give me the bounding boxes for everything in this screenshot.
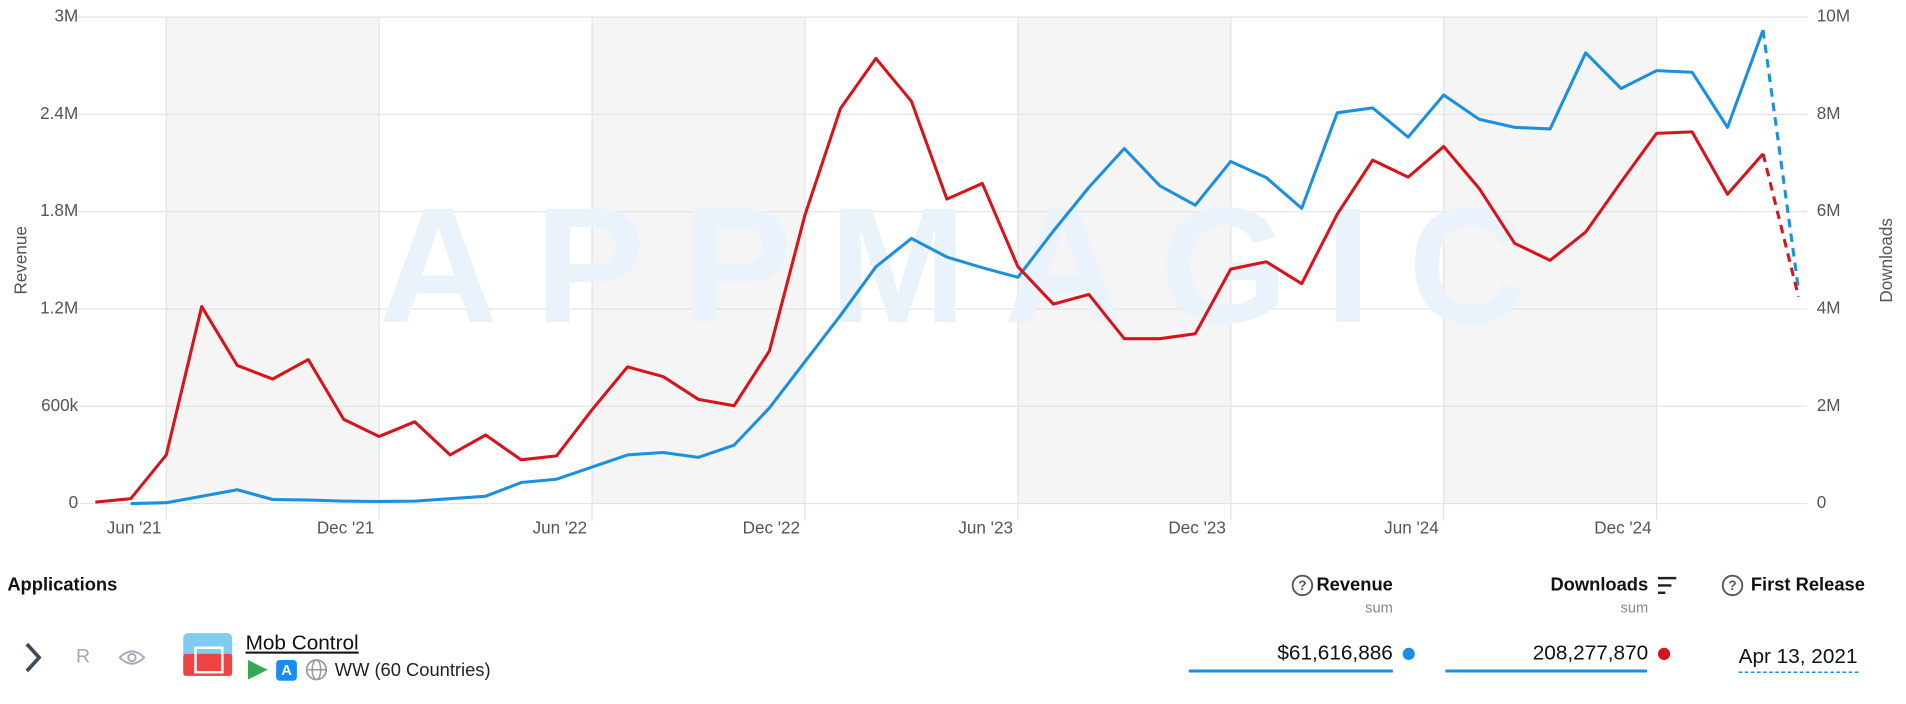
downloads-value: 208,277,870 (1533, 641, 1648, 664)
svg-text:?: ? (1298, 578, 1306, 593)
app-name[interactable]: Mob Control (246, 632, 359, 655)
y-tick-label: 0 (69, 493, 79, 512)
header-downloads[interactable]: Downloads (1550, 573, 1648, 594)
x-tick-label: Dec '24 (1594, 519, 1651, 538)
y-axis-title: Revenue (12, 226, 31, 294)
revenue-dot (1402, 647, 1415, 660)
line-series (95, 56, 1765, 504)
header-revenue[interactable]: Revenue (1316, 573, 1392, 594)
x-tick-label: Jun '21 (107, 519, 162, 538)
header-first-release[interactable]: First Release (1751, 573, 1865, 594)
header-downloads-sub: sum (1621, 601, 1649, 617)
band (1017, 17, 1231, 504)
y-tick-label: 3M (54, 7, 78, 26)
x-tick-label: Jun '24 (1384, 519, 1439, 538)
eye-icon[interactable] (118, 650, 146, 665)
svg-text:?: ? (1728, 578, 1736, 593)
y2-tick-label: 8M (1817, 104, 1841, 123)
line-series-partial (1761, 29, 1800, 290)
band (592, 17, 805, 504)
x-tick-label: Dec '23 (1168, 519, 1225, 538)
y-tick-label: 1.8M (40, 201, 78, 220)
plot-background (73, 16, 1808, 521)
line-series-partial (1761, 153, 1800, 298)
help-icon[interactable]: ? (1721, 574, 1744, 597)
x-tick-label: Jun '22 (533, 519, 588, 538)
y2-axis-title: Downloads (1877, 218, 1896, 303)
help-icon[interactable]: ? (1291, 574, 1314, 597)
y2-tick-label: 6M (1817, 201, 1841, 220)
y-tick-label: 1.2M (40, 298, 78, 317)
x-tick-label: Dec '22 (743, 519, 800, 538)
expand-chevron[interactable] (25, 642, 42, 673)
store-icons: A (248, 659, 328, 681)
y-tick-label: 2.4M (40, 104, 78, 123)
y2-tick-label: 4M (1817, 298, 1841, 317)
revenue-value: $61,616,886 (1277, 641, 1392, 664)
watermark: APPMAGIC (379, 173, 1527, 357)
line-series (130, 29, 1765, 506)
svg-text:A: A (281, 663, 292, 679)
sort-icon[interactable] (1657, 576, 1677, 594)
y2-tick-label: 2M (1817, 396, 1841, 415)
badge: R (76, 646, 90, 668)
x-tick-label: Jun '23 (958, 519, 1013, 538)
header-applications: Applications (7, 573, 117, 594)
y2-tick-label: 10M (1817, 7, 1850, 26)
first-release-value: Apr 13, 2021 (1739, 645, 1858, 668)
app-icon (183, 633, 233, 676)
y2-tick-label: 0 (1817, 493, 1827, 512)
y-tick-label: 600k (41, 396, 79, 415)
band (166, 17, 380, 504)
header-revenue-sub: sum (1365, 601, 1393, 617)
app-region: WW (60 Countries) (335, 659, 491, 680)
downloads-dot (1657, 647, 1671, 660)
x-tick-label: Dec '21 (317, 519, 374, 538)
